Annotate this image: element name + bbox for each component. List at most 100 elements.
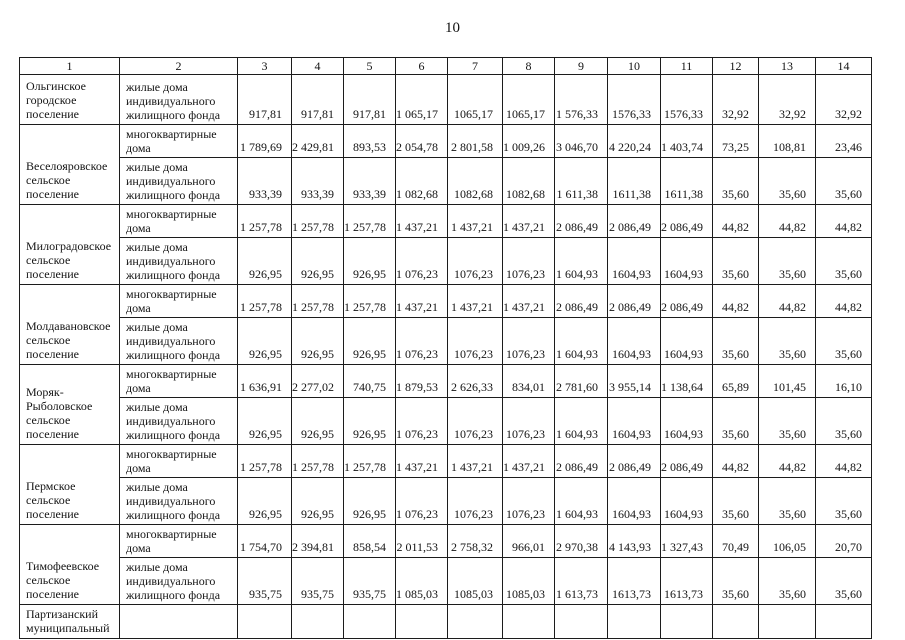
- value-cell: 893,53: [343, 124, 396, 158]
- value-cell: 1576,33: [660, 74, 713, 125]
- value-cell: 834,01: [502, 364, 555, 398]
- value-cell: 1 576,33: [554, 74, 608, 125]
- column-number-header: 8: [502, 57, 555, 75]
- value-cell: 106,05: [758, 524, 816, 558]
- value-cell: 1 257,78: [237, 444, 292, 478]
- value-cell: 926,95: [237, 397, 292, 445]
- value-cell: 35,60: [815, 557, 872, 605]
- column-number-header: 11: [660, 57, 713, 75]
- value-cell: 917,81: [237, 74, 292, 125]
- table-row: Молдавановское сельское поселение многокв…: [19, 284, 872, 365]
- value-cell: 35,60: [712, 317, 759, 365]
- value-cell: 2 394,81: [291, 524, 344, 558]
- value-cell: 35,60: [815, 397, 872, 445]
- value-cell: 2 801,58: [447, 124, 503, 158]
- value-cell: 1 076,23: [395, 237, 448, 285]
- table-row: жилые дома индивидуального жилищного фон…: [20, 237, 872, 285]
- value-cell: 2 086,49: [607, 284, 661, 318]
- value-cell: 1 437,21: [395, 204, 448, 238]
- value-cell: 740,75: [343, 364, 396, 398]
- value-cell: 858,54: [343, 524, 396, 558]
- value-cell: 2 626,33: [447, 364, 503, 398]
- value-cell: 926,95: [237, 237, 292, 285]
- value-cell: 1082,68: [502, 157, 555, 205]
- table-row: Партизанский муниципальный: [19, 604, 872, 639]
- value-cell: 1076,23: [502, 397, 555, 445]
- table-row: жилые дома индивидуального жилищного фон…: [20, 317, 872, 365]
- value-cell: 1604,93: [607, 317, 661, 365]
- table-row: Ольгинское городское поселение жилые дома…: [19, 74, 872, 125]
- value-cell: 2 086,49: [554, 204, 608, 238]
- value-cell: 35,60: [712, 477, 759, 525]
- value-cell: [395, 604, 448, 639]
- table-header: 1 2 3 4 5 6 7 8 9 10 11 12 13 14: [19, 57, 872, 75]
- value-cell: 1 437,21: [447, 444, 503, 478]
- value-cell: 1 604,93: [554, 237, 608, 285]
- value-cell: 32,92: [758, 74, 816, 125]
- value-cell: 44,82: [712, 444, 759, 478]
- housing-type-cell: жилые дома индивидуального жилищного фон…: [119, 157, 238, 205]
- value-cell: 1 437,21: [502, 284, 555, 318]
- value-cell: [237, 604, 292, 639]
- value-cell: 2 086,49: [660, 444, 713, 478]
- value-cell: 35,60: [758, 477, 816, 525]
- settlement-cell: Тимофеевское сельское поселение: [19, 524, 120, 605]
- housing-type-cell: жилые дома индивидуального жилищного фон…: [119, 237, 238, 285]
- value-cell: 32,92: [712, 74, 759, 125]
- column-number-header: 14: [815, 57, 872, 75]
- value-cell: 1076,23: [502, 237, 555, 285]
- value-cell: 65,89: [712, 364, 759, 398]
- housing-type-cell: жилые дома индивидуального жилищного фон…: [119, 557, 238, 605]
- housing-type-cell: многоквартирные дома: [119, 124, 238, 158]
- housing-type-cell: [119, 604, 238, 639]
- value-cell: 1076,23: [502, 477, 555, 525]
- table-row: Тимофеевское сельское поселение многоквар…: [19, 524, 872, 605]
- value-cell: 917,81: [291, 74, 344, 125]
- value-cell: 1 437,21: [447, 204, 503, 238]
- value-cell: 1076,23: [447, 477, 503, 525]
- value-cell: [712, 604, 759, 639]
- value-cell: 44,82: [712, 284, 759, 318]
- value-cell: 101,45: [758, 364, 816, 398]
- value-cell: 2 086,49: [660, 284, 713, 318]
- value-cell: 44,82: [815, 204, 872, 238]
- value-cell: 2 086,49: [554, 284, 608, 318]
- value-cell: 935,75: [237, 557, 292, 605]
- value-cell: [291, 604, 344, 639]
- value-cell: 1604,93: [660, 477, 713, 525]
- value-cell: 1 437,21: [395, 444, 448, 478]
- value-cell: 20,70: [815, 524, 872, 558]
- value-cell: 1604,93: [607, 477, 661, 525]
- value-cell: 44,82: [815, 444, 872, 478]
- value-cell: 1 082,68: [395, 157, 448, 205]
- housing-type-cell: многоквартирные дома: [119, 204, 238, 238]
- settlement-cell: Веселояровское сельское поселение: [19, 124, 120, 205]
- value-cell: 1604,93: [607, 397, 661, 445]
- value-cell: 926,95: [237, 317, 292, 365]
- settlement-cell: Молдавановское сельское поселение: [19, 284, 120, 365]
- value-cell: 44,82: [815, 284, 872, 318]
- value-cell: 1604,93: [660, 237, 713, 285]
- column-number-header: 7: [447, 57, 503, 75]
- value-cell: 966,01: [502, 524, 555, 558]
- value-cell: 70,49: [712, 524, 759, 558]
- table-row: Моряк-Рыболовское сельское поселение мног…: [19, 364, 872, 445]
- value-cell: 1 257,78: [291, 204, 344, 238]
- value-cell: 1 138,64: [660, 364, 713, 398]
- value-cell: 1 009,26: [502, 124, 555, 158]
- column-number-header: 3: [237, 57, 292, 75]
- housing-standards-table: 1 2 3 4 5 6 7 8 9 10 11 12 13 14 Ольгинское городское…: [19, 57, 872, 639]
- value-cell: [502, 604, 555, 639]
- value-cell: 2 086,49: [660, 204, 713, 238]
- value-cell: 1065,17: [447, 74, 503, 125]
- table-header-row: 1 2 3 4 5 6 7 8 9 10 11 12 13 14: [19, 57, 872, 75]
- value-cell: 1 257,78: [343, 204, 396, 238]
- value-cell: 926,95: [343, 237, 396, 285]
- value-cell: 1 437,21: [502, 444, 555, 478]
- value-cell: 35,60: [758, 237, 816, 285]
- value-cell: 44,82: [712, 204, 759, 238]
- column-number-header: 1: [19, 57, 120, 75]
- value-cell: 1 604,93: [554, 397, 608, 445]
- value-cell: [343, 604, 396, 639]
- value-cell: 1576,33: [607, 74, 661, 125]
